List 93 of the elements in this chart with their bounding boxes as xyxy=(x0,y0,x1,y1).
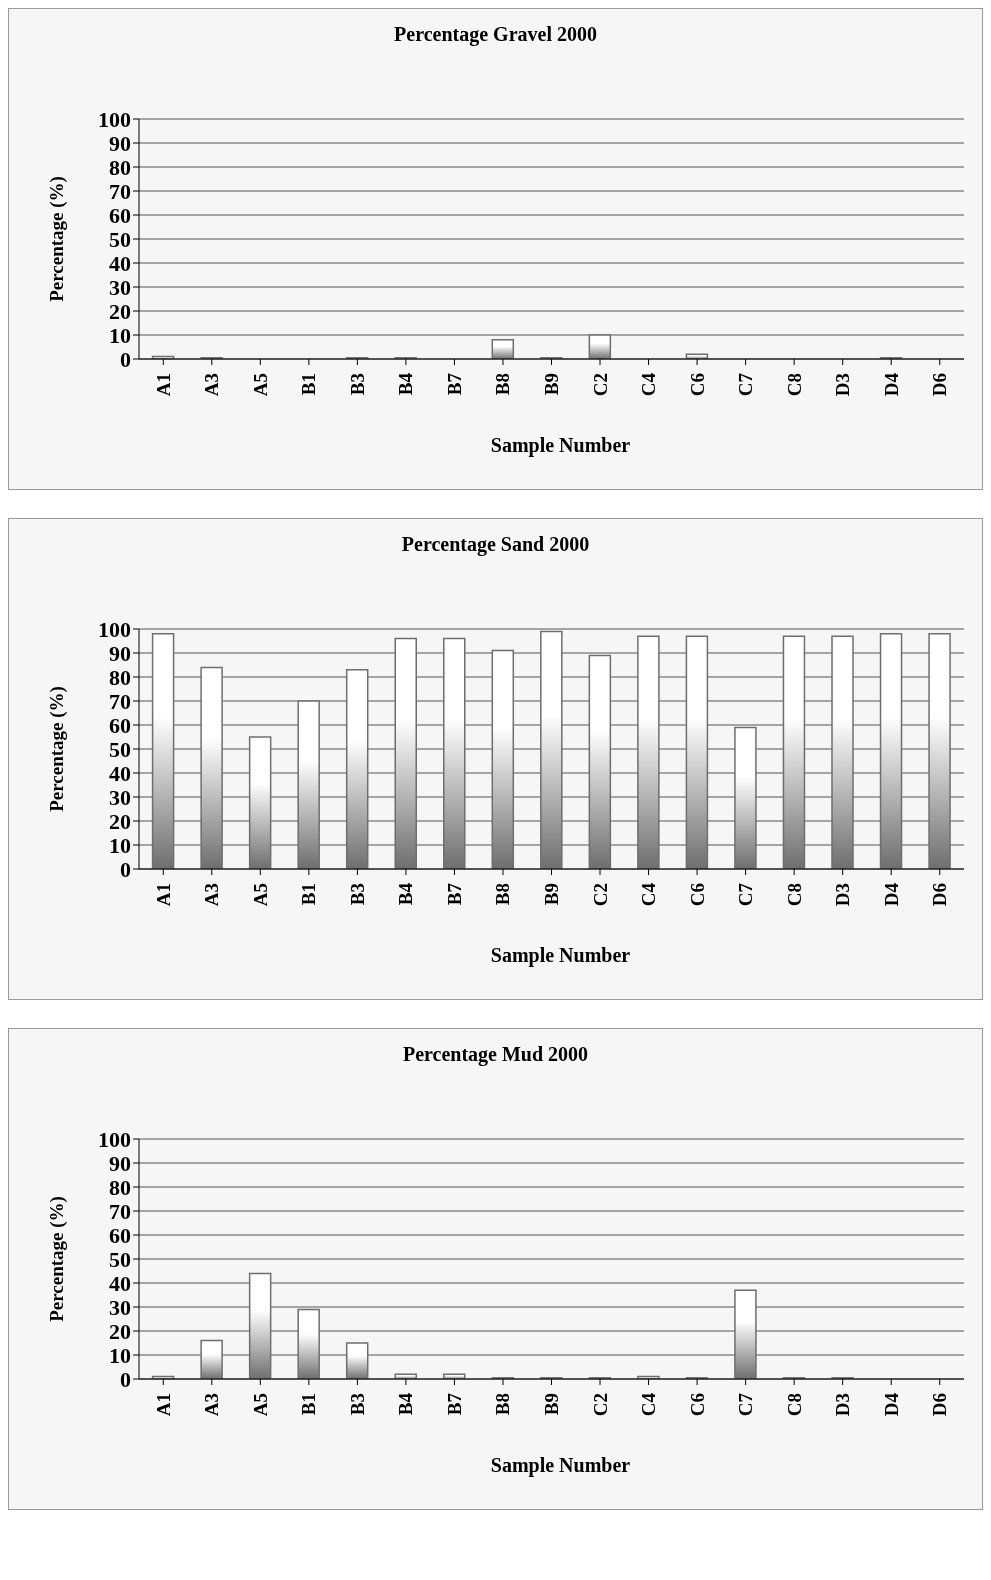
x-tick-label: C2 xyxy=(589,373,611,397)
x-tick-label: B8 xyxy=(492,883,514,906)
y-tick-label: 0 xyxy=(120,1366,131,1392)
y-tick-label: 30 xyxy=(109,1294,131,1320)
x-tick-label: A1 xyxy=(152,883,174,907)
y-tick-label: 40 xyxy=(109,760,131,786)
y-tick-label: 90 xyxy=(109,130,131,156)
x-tick-label: B9 xyxy=(541,1393,562,1416)
x-tick-label: B7 xyxy=(443,1392,465,1416)
x-axis-title: Sample Number xyxy=(489,434,632,457)
x-tick-label: B3 xyxy=(346,883,368,906)
y-axis-title: Percentage (%) xyxy=(46,1196,68,1322)
x-tick-label: C7 xyxy=(735,1392,757,1417)
x-axis-title: Sample Number xyxy=(489,1454,632,1477)
y-tick-label: 90 xyxy=(109,1150,131,1176)
x-tick-label: C7 xyxy=(735,882,757,907)
x-tick-label: B8 xyxy=(492,1393,514,1416)
y-tick-label: 0 xyxy=(120,856,131,882)
y-tick-label: 50 xyxy=(109,226,131,252)
x-tick-label: D3 xyxy=(832,883,854,907)
x-tick-label: C8 xyxy=(783,373,805,397)
x-tick-label: B9 xyxy=(541,883,562,906)
y-tick-label: 60 xyxy=(109,712,131,738)
x-tick-label: C2 xyxy=(589,883,611,907)
y-tick-label: 70 xyxy=(109,178,131,204)
x-tick-label: B1 xyxy=(298,1393,320,1416)
y-tick-label: 80 xyxy=(109,1174,131,1200)
y-tick-label: 50 xyxy=(109,1246,131,1272)
y-tick-label: 30 xyxy=(109,784,131,810)
x-tick-label: B8 xyxy=(492,373,514,396)
y-tick-label: 10 xyxy=(109,1342,131,1368)
x-tick-label: B4 xyxy=(395,882,417,906)
x-tick-label: A3 xyxy=(201,1393,223,1417)
x-tick-label: B4 xyxy=(395,1392,417,1416)
x-tick-label: D4 xyxy=(880,1392,902,1417)
y-tick-label: 20 xyxy=(109,1318,131,1344)
x-tick-label: C4 xyxy=(638,1392,660,1417)
x-tick-label: D3 xyxy=(832,373,854,397)
x-tick-label: A1 xyxy=(152,373,174,397)
x-tick-label: D6 xyxy=(929,1393,951,1417)
x-tick-label: C2 xyxy=(589,1393,611,1417)
x-tick-label: B9 xyxy=(541,373,562,396)
x-tick-label: B3 xyxy=(346,373,368,396)
x-tick-label: B7 xyxy=(443,372,465,396)
x-tick-label: A5 xyxy=(249,373,271,397)
x-axis-title: Sample Number xyxy=(489,944,632,967)
chart-title: Percentage Mud 2000 xyxy=(401,1043,590,1066)
y-tick-label: 10 xyxy=(109,832,131,858)
y-tick-label: 90 xyxy=(109,640,131,666)
x-tick-label: C8 xyxy=(783,883,805,907)
y-axis-title: Percentage (%) xyxy=(46,686,68,812)
y-tick-label: 80 xyxy=(109,154,131,180)
y-tick-label: 30 xyxy=(109,274,131,300)
x-tick-label: D4 xyxy=(880,882,902,907)
x-tick-label: C6 xyxy=(686,1393,708,1417)
x-tick-label: A1 xyxy=(152,1393,174,1417)
y-tick-label: 100 xyxy=(98,616,131,642)
y-tick-label: 20 xyxy=(109,298,131,324)
chart-title: Percentage Sand 2000 xyxy=(400,533,591,556)
y-tick-label: 10 xyxy=(109,322,131,348)
y-tick-label: 100 xyxy=(98,106,131,132)
x-tick-label: C8 xyxy=(783,1393,805,1417)
x-tick-label: C6 xyxy=(686,883,708,907)
y-tick-label: 70 xyxy=(109,688,131,714)
x-tick-label: A3 xyxy=(201,373,223,397)
x-tick-label: C4 xyxy=(638,372,660,397)
y-tick-label: 20 xyxy=(109,808,131,834)
y-tick-label: 100 xyxy=(98,1126,131,1152)
x-tick-label: A3 xyxy=(201,883,223,907)
chart-title: Percentage Gravel 2000 xyxy=(393,23,598,46)
x-tick-label: B3 xyxy=(346,1393,368,1416)
x-tick-label: C7 xyxy=(735,372,757,397)
x-tick-label: B1 xyxy=(298,883,320,906)
x-tick-label: B1 xyxy=(298,373,320,396)
y-tick-label: 40 xyxy=(109,1270,131,1296)
x-tick-label: D6 xyxy=(929,883,951,907)
x-tick-label: C6 xyxy=(686,373,708,397)
x-tick-label: D6 xyxy=(929,373,951,397)
y-tick-label: 50 xyxy=(109,736,131,762)
y-tick-label: 60 xyxy=(109,202,131,228)
y-tick-label: 70 xyxy=(109,1198,131,1224)
y-tick-label: 60 xyxy=(109,1222,131,1248)
x-tick-label: C4 xyxy=(638,882,660,907)
y-axis-title: Percentage (%) xyxy=(46,176,68,302)
x-tick-label: D4 xyxy=(880,372,902,397)
y-tick-label: 80 xyxy=(109,664,131,690)
x-tick-label: A5 xyxy=(249,883,271,907)
x-tick-label: B4 xyxy=(395,372,417,396)
x-tick-label: A5 xyxy=(249,1393,271,1417)
x-tick-label: B7 xyxy=(443,882,465,906)
x-tick-label: D3 xyxy=(832,1393,854,1417)
y-tick-label: 40 xyxy=(109,250,131,276)
y-tick-label: 0 xyxy=(120,346,131,372)
